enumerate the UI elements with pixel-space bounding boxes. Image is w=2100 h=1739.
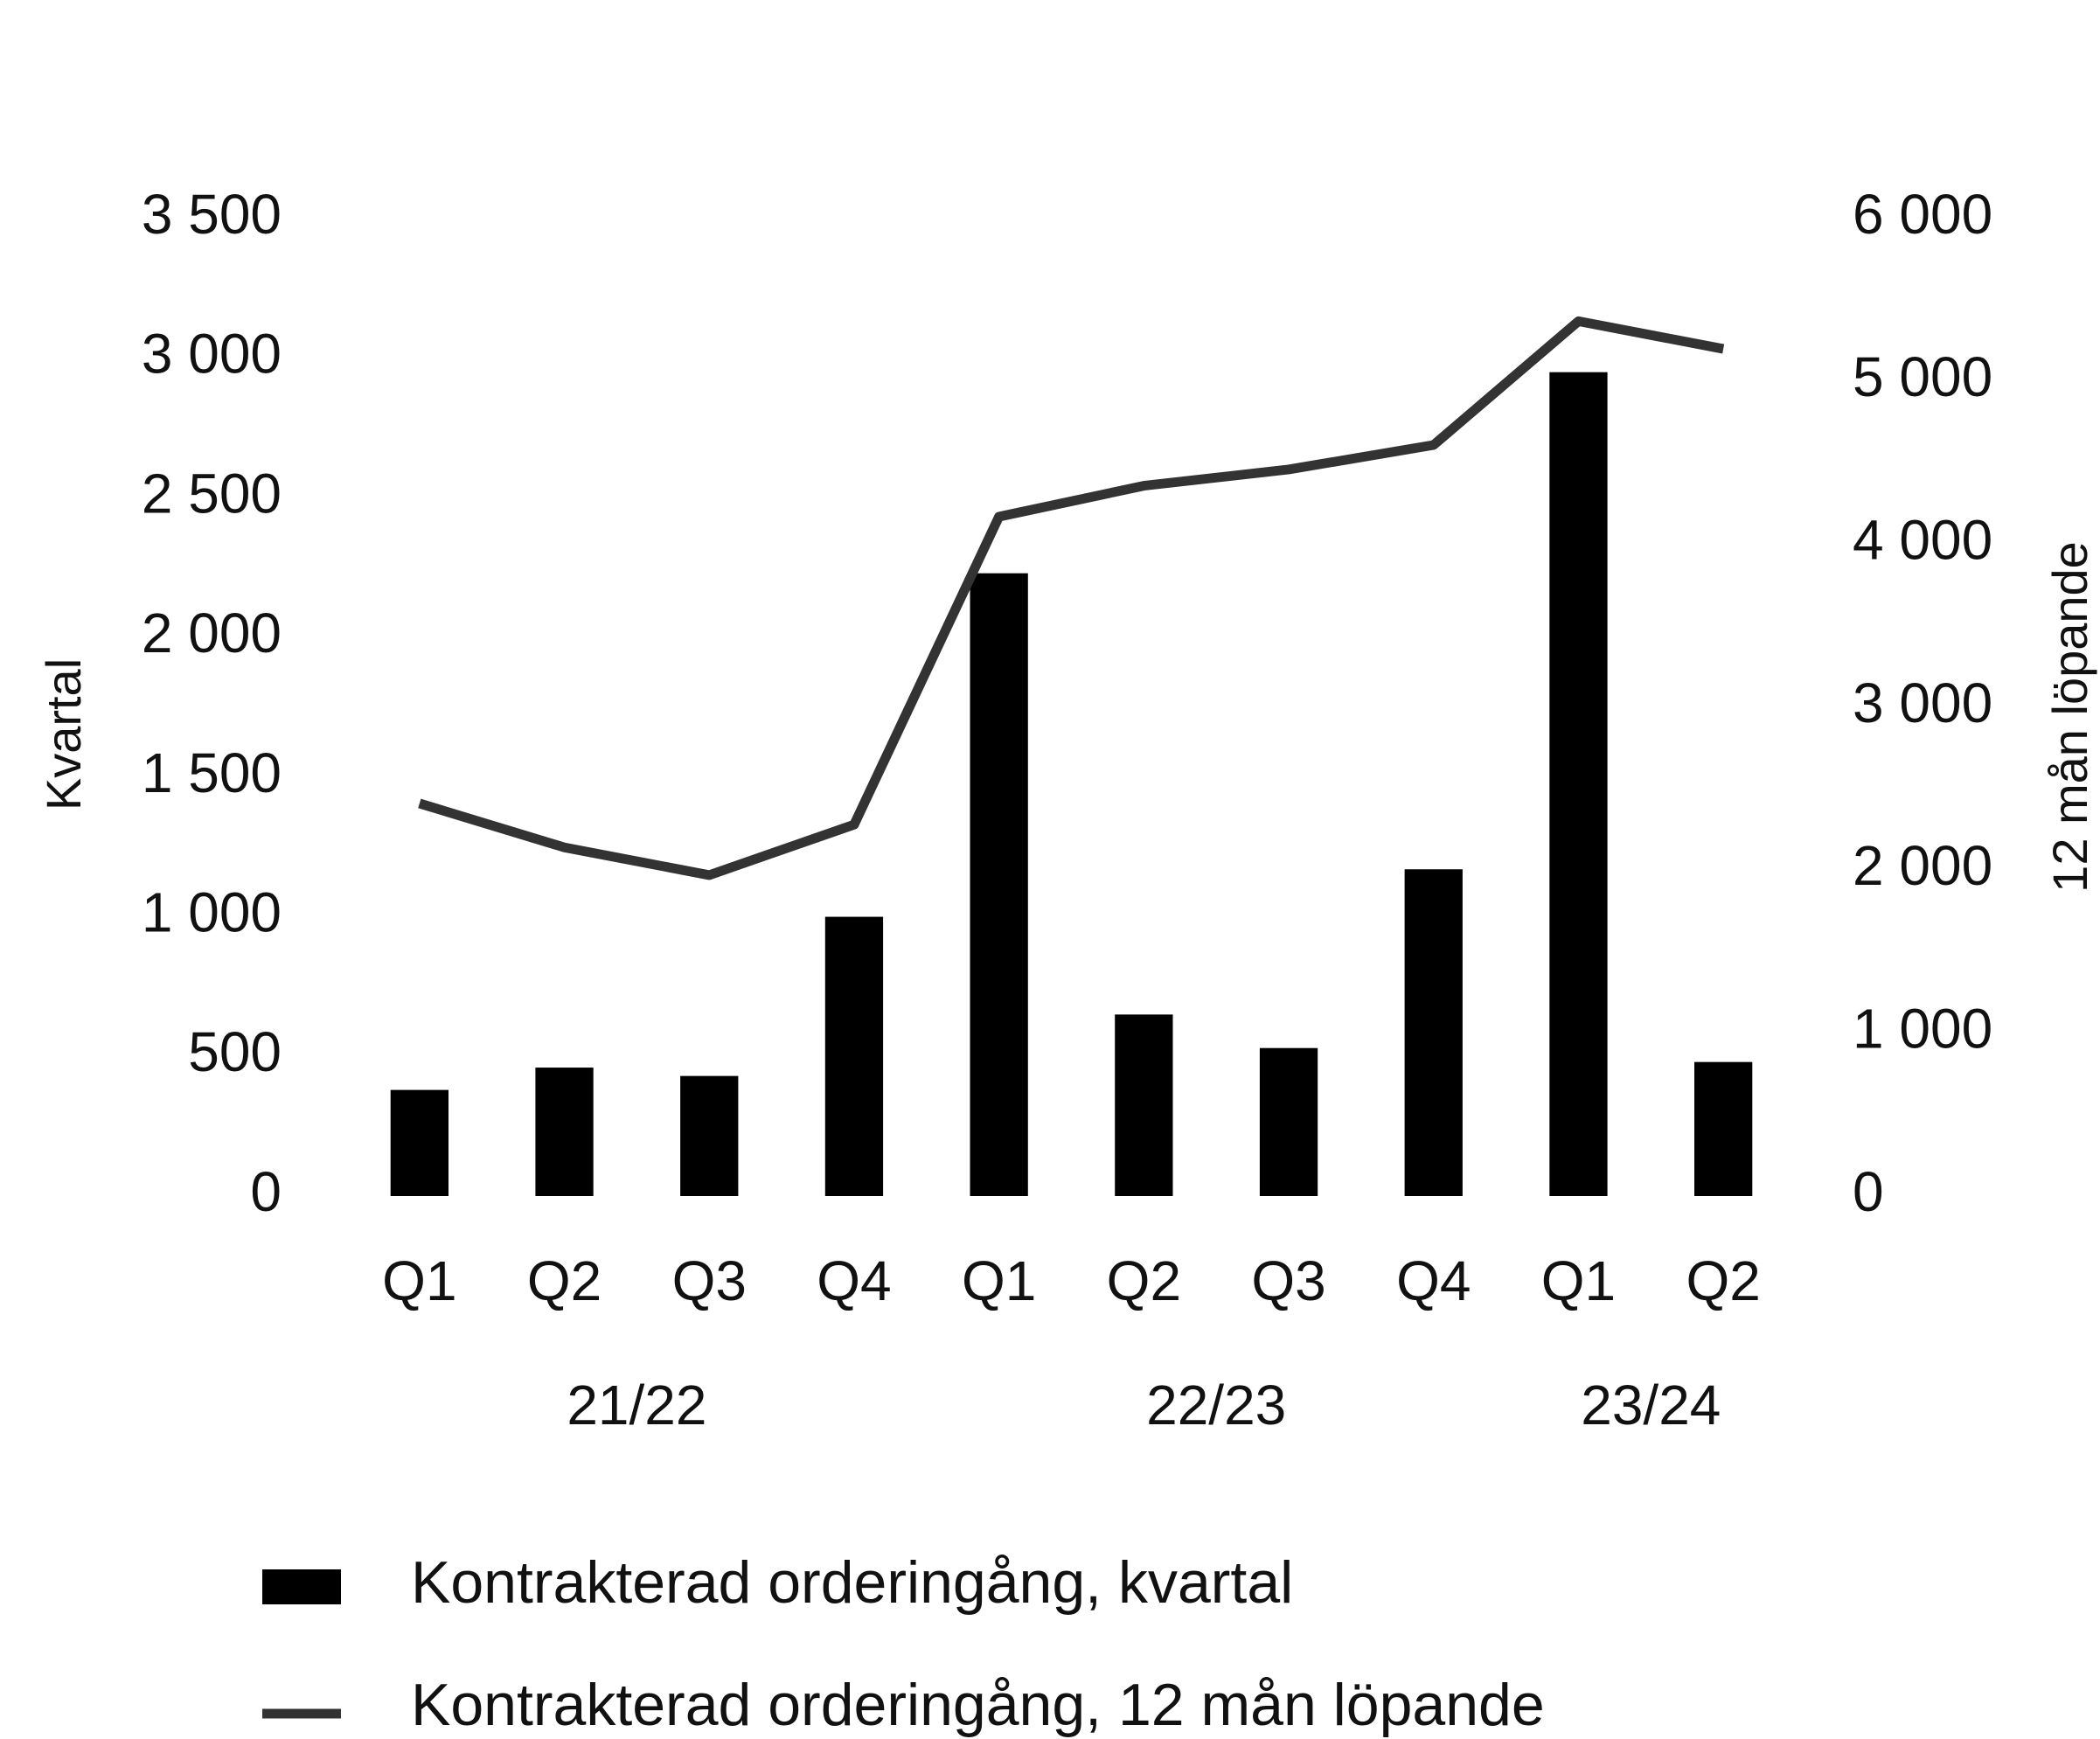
y2-tick-label: 4 000 — [1853, 509, 1992, 572]
bar — [824, 916, 884, 1196]
x-tick-label: Q2 — [1107, 1249, 1181, 1312]
x-tick-label: Q3 — [1251, 1249, 1325, 1312]
y-tick-label: 2 500 — [142, 462, 282, 525]
x-tick-label: Q1 — [962, 1249, 1036, 1312]
y-tick-label: 500 — [188, 1020, 282, 1083]
group-label: 22/23 — [1146, 1374, 1286, 1436]
x-tick-label: Q4 — [817, 1249, 891, 1312]
bar — [1549, 372, 1608, 1197]
bar — [680, 1075, 739, 1196]
y-axis-title: Kvartal — [36, 658, 91, 810]
y2-tick-label: 0 — [1853, 1160, 1884, 1223]
x-tick-label: Q2 — [527, 1249, 601, 1312]
group-label: 23/24 — [1581, 1374, 1721, 1436]
y-tick-label: 1 000 — [142, 880, 282, 943]
bar — [535, 1068, 594, 1196]
line — [418, 316, 1725, 880]
x-tick-label: Q1 — [1541, 1249, 1616, 1312]
bar — [1259, 1047, 1318, 1196]
x-tick-label: Q2 — [1686, 1249, 1760, 1312]
legend-swatch — [262, 1569, 341, 1604]
x-tick-label: Q3 — [672, 1249, 747, 1312]
x-tick-label: Q1 — [382, 1249, 456, 1312]
y-tick-label: 3 000 — [142, 323, 282, 386]
legend-label: Kontrakterad orderingång, kvartal — [411, 1549, 1293, 1616]
y2-axis-title: 12 mån löpande — [2042, 541, 2097, 893]
bar — [1404, 869, 1463, 1196]
legend-label: Kontrakterad orderingång, 12 mån löpande — [411, 1672, 1545, 1738]
y2-tick-label: 6 000 — [1853, 183, 1992, 246]
bar — [1694, 1061, 1753, 1196]
bar — [970, 573, 1028, 1196]
bar — [390, 1089, 449, 1196]
bar — [1115, 1014, 1173, 1196]
y-tick-label: 0 — [250, 1160, 282, 1223]
y2-tick-label: 1 000 — [1853, 998, 1992, 1061]
y2-tick-label: 5 000 — [1853, 345, 1992, 408]
y2-tick-label: 2 000 — [1853, 834, 1992, 897]
y2-tick-label: 3 000 — [1853, 671, 1992, 734]
y-tick-label: 1 500 — [142, 741, 282, 804]
x-tick-label: Q4 — [1396, 1249, 1471, 1312]
group-label: 21/22 — [567, 1374, 706, 1436]
y-tick-label: 3 500 — [142, 183, 282, 246]
y-tick-label: 2 000 — [142, 602, 282, 664]
